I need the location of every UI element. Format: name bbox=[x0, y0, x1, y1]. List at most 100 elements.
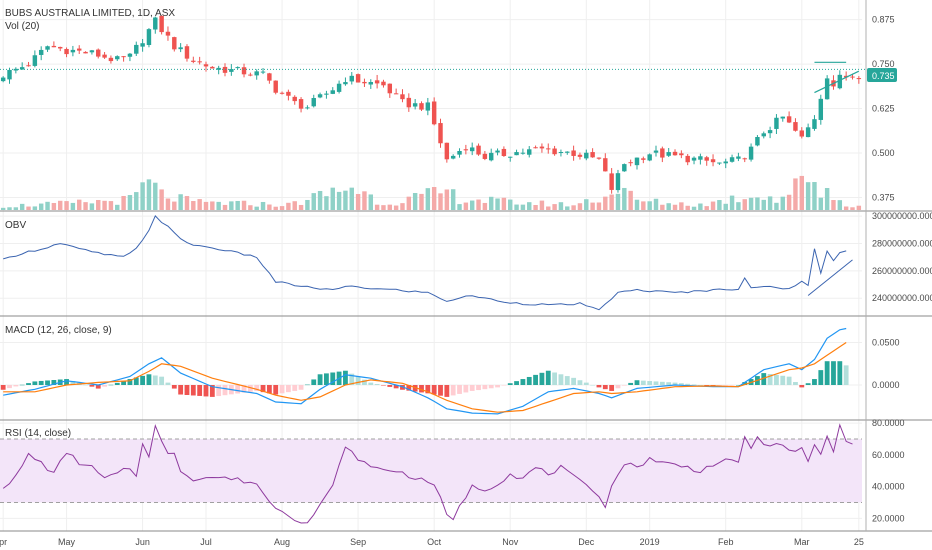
macd-histogram-bar bbox=[19, 384, 25, 386]
volume-bar bbox=[406, 196, 412, 210]
candle-body bbox=[628, 162, 633, 164]
macd-histogram-bar bbox=[254, 385, 260, 391]
volume-label: Vol (20) bbox=[5, 21, 39, 32]
macd-histogram-bar bbox=[146, 374, 152, 385]
candle-body bbox=[856, 78, 862, 80]
macd-histogram-bar bbox=[767, 373, 773, 385]
volume-bar bbox=[824, 188, 830, 210]
volume-bar bbox=[172, 201, 177, 210]
candle-body bbox=[444, 142, 450, 160]
macd-histogram-bar bbox=[672, 382, 678, 385]
macd-histogram-bar bbox=[843, 365, 849, 385]
volume-bar bbox=[64, 201, 69, 210]
volume-bar bbox=[514, 204, 519, 210]
grid-layer bbox=[0, 0, 862, 531]
macd-histogram-bar bbox=[222, 385, 228, 396]
volume-bar bbox=[469, 200, 475, 210]
volume-bar bbox=[850, 207, 855, 210]
macd-histogram-bar bbox=[140, 375, 146, 385]
volume-bar bbox=[229, 201, 234, 210]
macd-histogram-bar bbox=[133, 377, 139, 385]
volume-bar bbox=[717, 200, 722, 210]
candle-body bbox=[805, 127, 811, 138]
volume-bar bbox=[368, 194, 374, 210]
volume-bar bbox=[140, 182, 145, 210]
volume-bar bbox=[482, 202, 488, 210]
macd-histogram-bar bbox=[761, 373, 767, 385]
candle-body bbox=[698, 156, 703, 160]
volume-bar bbox=[444, 189, 450, 210]
y-tick-label: 280000000.0000 bbox=[872, 238, 932, 248]
macd-histogram-bar bbox=[526, 376, 532, 385]
volume-bar bbox=[552, 204, 557, 210]
macd-histogram-bar bbox=[285, 385, 291, 393]
volume-bar bbox=[641, 201, 646, 210]
volume-bar bbox=[533, 205, 538, 210]
candle-body bbox=[533, 147, 538, 149]
volume-bar bbox=[267, 204, 272, 210]
volume-bar bbox=[463, 202, 469, 210]
volume-bar bbox=[311, 193, 316, 210]
macd-histogram-bar bbox=[590, 385, 596, 386]
candle-body bbox=[26, 65, 31, 67]
macd-histogram-bar bbox=[362, 379, 367, 385]
volume-bar bbox=[495, 198, 500, 210]
volume-bar bbox=[292, 201, 297, 210]
macd-histogram-bar bbox=[95, 385, 101, 389]
rsi-band bbox=[0, 439, 862, 503]
volume-bar bbox=[210, 201, 215, 210]
candle-body bbox=[527, 149, 532, 155]
candles bbox=[0, 15, 862, 194]
volume-bar bbox=[615, 193, 621, 210]
candle-body bbox=[7, 69, 12, 80]
macd-histogram-bar bbox=[558, 374, 564, 385]
candle-body bbox=[77, 48, 82, 51]
candle-body bbox=[89, 50, 95, 53]
candle-body bbox=[324, 93, 329, 95]
volume-bar bbox=[799, 175, 805, 210]
last-price-tag bbox=[867, 68, 897, 82]
volume-bar bbox=[305, 199, 310, 210]
volume-bar bbox=[51, 202, 57, 210]
macd-histogram-bar bbox=[13, 385, 19, 387]
volume-bar bbox=[7, 207, 12, 210]
volume-bar bbox=[647, 201, 652, 210]
macd-line bbox=[3, 327, 847, 415]
volume-bar bbox=[558, 202, 564, 210]
candle-body bbox=[298, 99, 304, 109]
macd-histogram-bar bbox=[45, 380, 50, 385]
candle-body bbox=[704, 157, 709, 161]
volume-bar bbox=[742, 199, 747, 210]
macd-histogram-bar bbox=[457, 385, 462, 394]
volume-bar bbox=[191, 201, 196, 210]
volume-bar bbox=[336, 191, 342, 210]
y-tick-label: 0.750 bbox=[872, 59, 895, 69]
volume-bar bbox=[374, 204, 380, 210]
volume-bar bbox=[508, 199, 513, 210]
candle-body bbox=[343, 82, 348, 85]
macd-histogram-bar bbox=[469, 385, 475, 391]
x-tick-label: Oct bbox=[427, 537, 442, 547]
volume-bar bbox=[774, 202, 779, 210]
macd-histogram-bar bbox=[685, 383, 691, 385]
macd-histogram-bar bbox=[837, 361, 843, 385]
volume-bar bbox=[330, 187, 335, 210]
x-tick-label: 25 bbox=[854, 537, 864, 547]
macd-histogram-bar bbox=[723, 385, 729, 386]
candle-body bbox=[520, 152, 526, 154]
candle-body bbox=[330, 90, 335, 94]
candle-body bbox=[672, 151, 678, 156]
candle-body bbox=[406, 97, 412, 108]
macd-histogram-bar bbox=[495, 385, 500, 388]
candle-body bbox=[450, 155, 456, 159]
macd-histogram-bar bbox=[647, 381, 653, 385]
volume-bar bbox=[679, 202, 684, 210]
macd-histogram-bar bbox=[70, 380, 76, 385]
candle-body bbox=[355, 74, 361, 83]
candle-body bbox=[685, 155, 690, 163]
candle-body bbox=[508, 156, 513, 158]
volume-bar bbox=[786, 194, 792, 210]
macd-histogram-bar bbox=[666, 382, 672, 385]
rsi-panel bbox=[0, 423, 862, 524]
